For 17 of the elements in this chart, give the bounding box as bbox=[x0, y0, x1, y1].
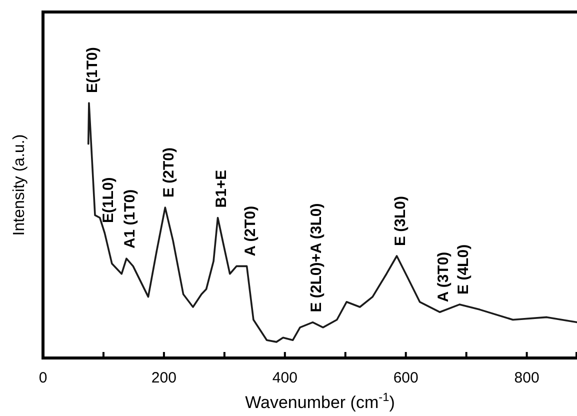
annotation: A (2T0) bbox=[242, 206, 260, 256]
annotation: E(1L0) bbox=[100, 177, 117, 224]
annotation: E (2L0)+A (3L0) bbox=[308, 203, 325, 312]
annotation: E(1T0) bbox=[84, 47, 102, 93]
x-tick-label: 200 bbox=[151, 370, 176, 387]
annotation: A (3T0) bbox=[434, 252, 452, 302]
annotation: E (3L0) bbox=[392, 196, 410, 246]
x-tick-label: 600 bbox=[393, 370, 418, 387]
annotation: A1 (1T0) bbox=[122, 189, 139, 249]
y-axis-title: Intensity (a.u.) bbox=[11, 134, 28, 236]
x-tick-label: 400 bbox=[272, 370, 298, 387]
annotation: E (4L0) bbox=[454, 244, 472, 294]
annotation: B1+E bbox=[213, 170, 230, 208]
x-tick-label: 800 bbox=[514, 370, 540, 387]
annotation: E (2T0) bbox=[160, 148, 178, 198]
x-axis-title: Wavenumber (cm$^{-1}$) bbox=[245, 390, 395, 412]
x-tick-label: 0 bbox=[38, 370, 48, 387]
